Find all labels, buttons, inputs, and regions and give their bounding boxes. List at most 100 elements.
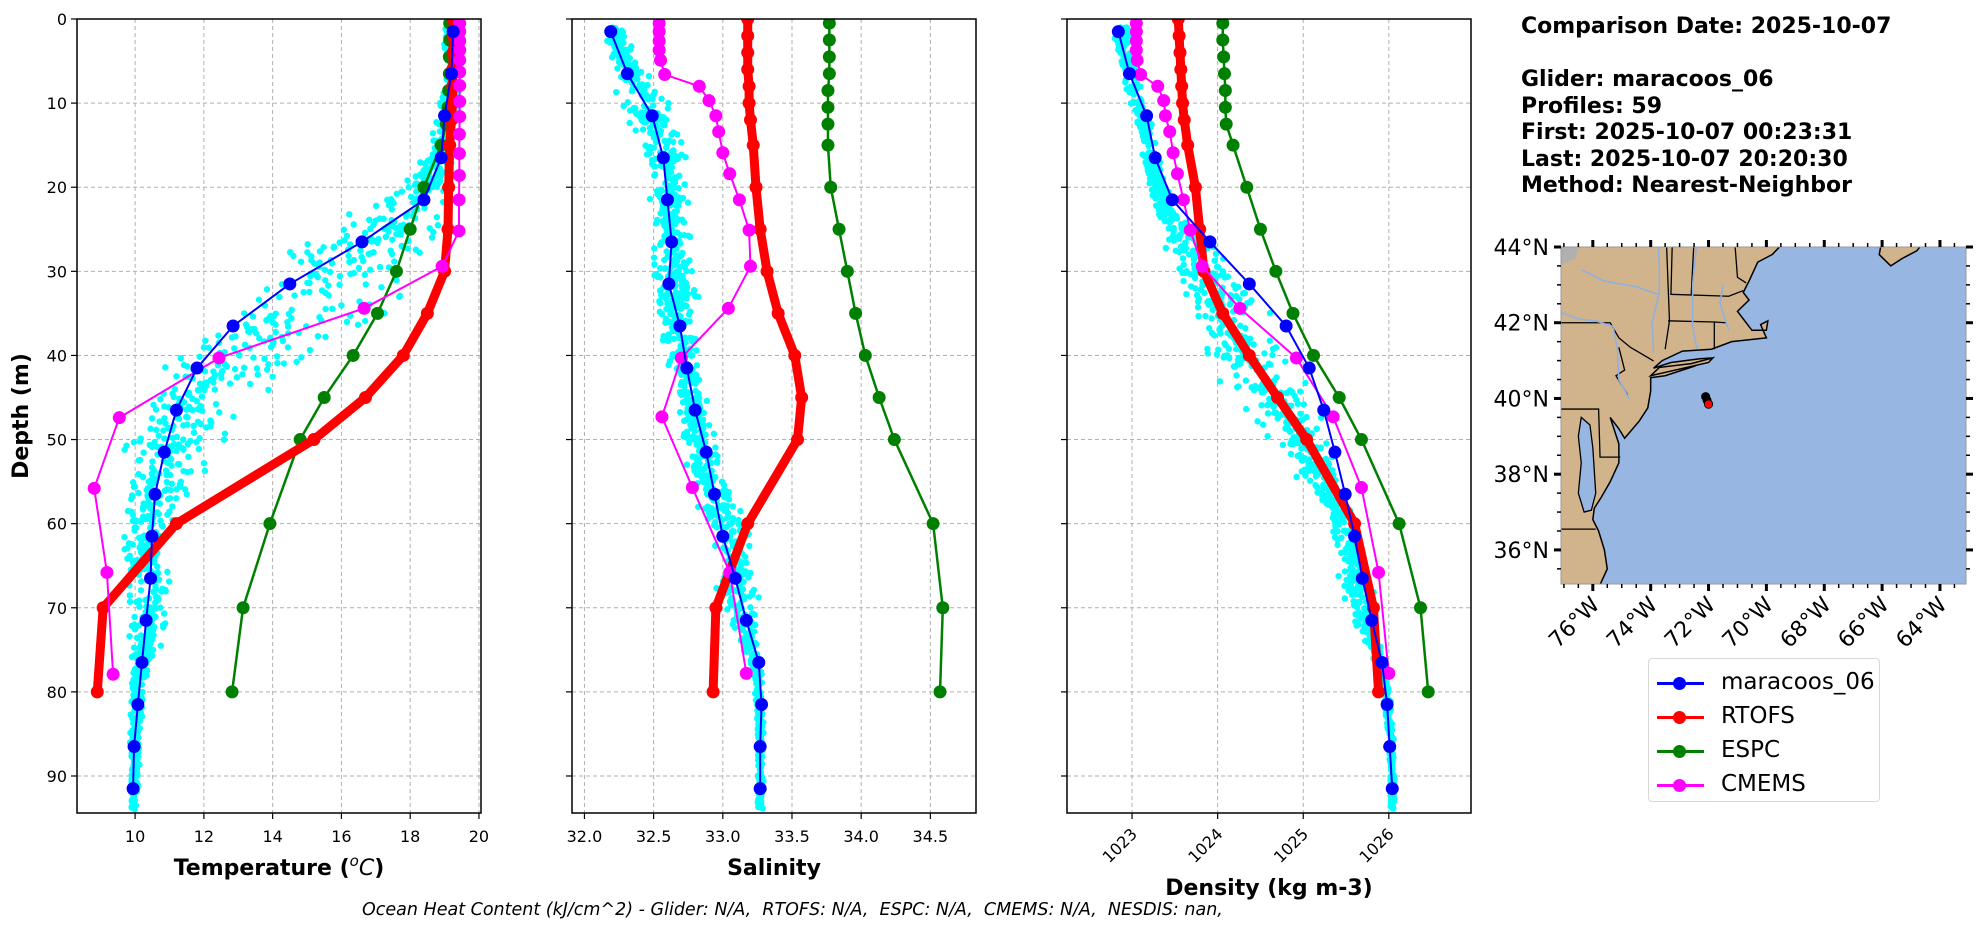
scatter-point bbox=[695, 457, 702, 464]
data-point-cmems bbox=[654, 53, 668, 67]
scatter-point bbox=[1219, 322, 1226, 329]
scatter-point bbox=[1271, 409, 1278, 416]
x-tick-label: 20 bbox=[469, 827, 489, 846]
scatter-point bbox=[1194, 298, 1202, 305]
scatter-point bbox=[388, 250, 396, 258]
scatter-point bbox=[215, 332, 222, 339]
scatter-point bbox=[1330, 510, 1337, 517]
scatter-point bbox=[1313, 483, 1321, 491]
data-point-cmems bbox=[712, 125, 726, 139]
scatter-point bbox=[735, 605, 743, 613]
scatter-point bbox=[752, 676, 759, 683]
scatter-point bbox=[745, 574, 752, 581]
scatter-point bbox=[407, 193, 415, 201]
data-point-glider bbox=[226, 319, 240, 333]
scatter-point bbox=[372, 202, 380, 210]
scatter-point bbox=[411, 181, 419, 189]
ohc-footer: Ocean Heat Content (kJ/cm^2) - Glider: N… bbox=[362, 900, 1223, 920]
scatter-point bbox=[390, 200, 397, 207]
data-point-glider bbox=[645, 109, 659, 123]
scatter-point bbox=[361, 317, 369, 325]
scatter-point bbox=[676, 263, 684, 270]
scatter-point bbox=[703, 472, 710, 479]
data-point-cmems bbox=[742, 223, 756, 237]
scatter-point bbox=[1324, 499, 1331, 507]
legend: maracoos_06 RTOFS ESPC CMEMS bbox=[1648, 658, 1880, 802]
scatter-point bbox=[174, 460, 182, 468]
x-tick-label: 32.5 bbox=[636, 827, 672, 846]
scatter-point bbox=[152, 593, 160, 601]
scatter-point bbox=[1160, 192, 1168, 199]
data-point-rtofs bbox=[743, 113, 757, 127]
scatter-point bbox=[436, 165, 444, 172]
scatter-point bbox=[1232, 292, 1240, 300]
scatter-point bbox=[170, 440, 178, 448]
scatter-point bbox=[1152, 202, 1160, 209]
scatter-point bbox=[1130, 99, 1137, 107]
data-point-espc bbox=[832, 222, 846, 236]
scatter-point bbox=[654, 190, 661, 198]
scatter-point bbox=[128, 804, 135, 811]
scatter-point bbox=[1254, 418, 1261, 425]
scatter-point bbox=[142, 596, 149, 604]
scatter-point bbox=[1360, 613, 1367, 621]
scatter-point bbox=[1178, 246, 1186, 253]
scatter-point bbox=[681, 232, 688, 239]
data-point-espc bbox=[1240, 180, 1254, 194]
scatter-point bbox=[755, 594, 762, 601]
scatter-point bbox=[1170, 228, 1177, 235]
scatter-point bbox=[1335, 572, 1342, 580]
scatter-point bbox=[163, 486, 171, 493]
scatter-point bbox=[137, 578, 145, 585]
scatter-point bbox=[1282, 425, 1289, 432]
scatter-point bbox=[150, 588, 157, 596]
scatter-point bbox=[152, 583, 159, 590]
scatter-point bbox=[155, 432, 162, 439]
scatter-point bbox=[710, 522, 718, 529]
data-point-glider bbox=[1355, 571, 1369, 585]
scatter-point bbox=[249, 313, 257, 320]
scatter-point bbox=[1208, 315, 1215, 322]
data-point-glider bbox=[656, 151, 670, 165]
scatter-point bbox=[1158, 197, 1166, 204]
scatter-point bbox=[340, 226, 348, 233]
series-cmems bbox=[1129, 19, 1396, 680]
scatter-point bbox=[136, 456, 144, 464]
scatter-point bbox=[1181, 239, 1189, 246]
data-point-glider bbox=[438, 109, 452, 123]
scatter-point bbox=[656, 287, 664, 294]
scatter-point bbox=[1211, 332, 1218, 339]
data-point-cmems bbox=[743, 259, 757, 273]
data-point-rtofs bbox=[90, 685, 104, 699]
data-point-espc bbox=[317, 390, 331, 404]
scatter-point bbox=[743, 559, 750, 567]
data-point-espc bbox=[346, 348, 360, 362]
scatter-point bbox=[322, 333, 329, 341]
state-border bbox=[1670, 247, 1744, 297]
scatter-point bbox=[126, 633, 133, 640]
scatter-point bbox=[151, 438, 158, 446]
scatter-point bbox=[131, 524, 138, 531]
scatter-point bbox=[1390, 735, 1397, 743]
scatter-point bbox=[1277, 411, 1284, 419]
scatter-point bbox=[162, 467, 170, 474]
legend-marker-icon bbox=[1673, 711, 1686, 724]
scatter-point bbox=[1140, 125, 1147, 132]
scatter-point bbox=[177, 355, 184, 362]
scatter-point bbox=[1165, 225, 1173, 232]
scatter-point bbox=[195, 406, 202, 413]
scatter-point bbox=[161, 403, 168, 410]
x-axis-label: Salinity bbox=[727, 856, 821, 881]
data-point-espc bbox=[936, 601, 950, 615]
scatter-point bbox=[754, 726, 762, 733]
y-tick-label: 0 bbox=[57, 10, 67, 29]
data-point-cmems bbox=[357, 301, 371, 315]
scatter-point bbox=[132, 517, 139, 524]
scatter-point bbox=[679, 399, 687, 406]
scatter-point bbox=[129, 685, 137, 693]
data-point-espc bbox=[849, 306, 863, 320]
scatter-point bbox=[686, 351, 694, 358]
long-island bbox=[1648, 356, 1716, 378]
scatter-point bbox=[1329, 504, 1336, 511]
